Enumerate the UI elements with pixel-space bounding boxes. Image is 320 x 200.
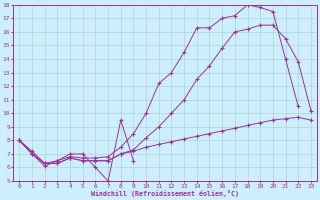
X-axis label: Windchill (Refroidissement éolien,°C): Windchill (Refroidissement éolien,°C) xyxy=(91,190,239,197)
